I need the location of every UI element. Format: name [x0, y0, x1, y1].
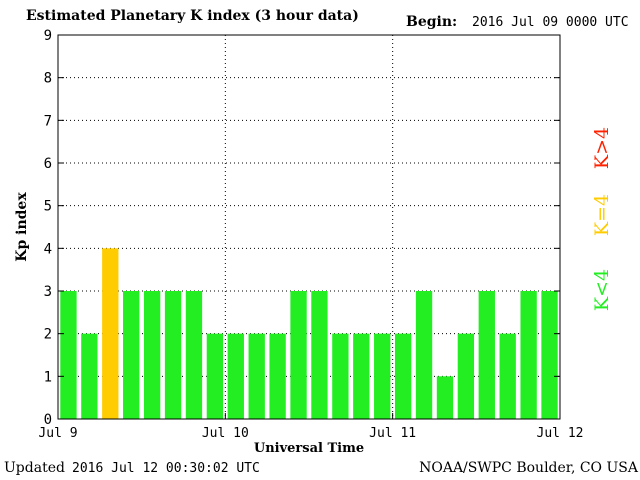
kp-bar [374, 333, 391, 419]
kp-bar [436, 376, 454, 419]
kp-bar [143, 291, 161, 419]
y-tick-label: 6 [44, 156, 52, 172]
y-axis-label: Kp index [14, 192, 30, 262]
y-tick-label: 5 [44, 199, 52, 215]
y-tick-label: 8 [44, 71, 52, 87]
y-tick-label: 0 [44, 412, 52, 428]
kp-bar [394, 333, 412, 419]
kp-bar [415, 291, 433, 419]
y-tick-label: 4 [44, 241, 52, 257]
x-tick-label: Jul 11 [369, 426, 416, 441]
kp-bar [60, 291, 77, 419]
kp-bar [332, 333, 349, 419]
begin-value: 2016 Jul 09 0000 UTC [472, 15, 629, 30]
kp-bar [290, 291, 307, 419]
kp-bar [206, 333, 224, 419]
grid-lines [58, 35, 560, 419]
kp-bar [123, 291, 140, 419]
kp-bar [164, 291, 182, 419]
y-tick-label: 2 [44, 327, 52, 343]
kp-bar [81, 333, 98, 419]
updated-label: Updated [4, 460, 65, 476]
chart-title: Estimated Planetary K index (3 hour data… [26, 8, 359, 24]
kp-bar [269, 333, 286, 419]
tick-labels: 0 1 2 3 4 5 6 7 8 9 Jul 9 Jul 10 Jul 11 Jul 12 [38, 28, 583, 441]
kp-bar [353, 333, 370, 419]
legend: K<4 K=4 K>4 [591, 127, 613, 311]
kp-bar [311, 291, 328, 419]
kp-bar [102, 248, 119, 419]
kp-bar [520, 291, 537, 419]
kp-bar [227, 333, 244, 419]
kp-bar [478, 291, 495, 419]
updated-value: 2016 Jul 12 00:30:02 UTC [72, 461, 260, 476]
plot-frame [57, 34, 561, 420]
kp-bar [185, 291, 203, 419]
credit-text: NOAA/SWPC Boulder, CO USA [419, 460, 638, 476]
begin-label: Begin: [406, 14, 458, 30]
x-tick-label: Jul 12 [537, 426, 584, 441]
legend-entry: K<4 [591, 269, 613, 311]
legend-entry: K>4 [591, 127, 613, 169]
y-tick-label: 1 [44, 369, 52, 385]
kp-bar [248, 333, 265, 419]
legend-entry: K=4 [591, 194, 613, 236]
y-tick-label: 7 [44, 113, 52, 129]
x-tick-label: Jul 9 [38, 426, 77, 441]
x-axis-label: Universal Time [254, 441, 364, 456]
bars [60, 248, 558, 419]
kp-bar [499, 333, 516, 419]
x-tick-label: Jul 10 [202, 426, 249, 441]
y-tick-label: 9 [44, 28, 52, 44]
y-tick-label: 3 [44, 284, 52, 300]
kp-bar [541, 291, 558, 419]
kp-bar [457, 333, 475, 419]
